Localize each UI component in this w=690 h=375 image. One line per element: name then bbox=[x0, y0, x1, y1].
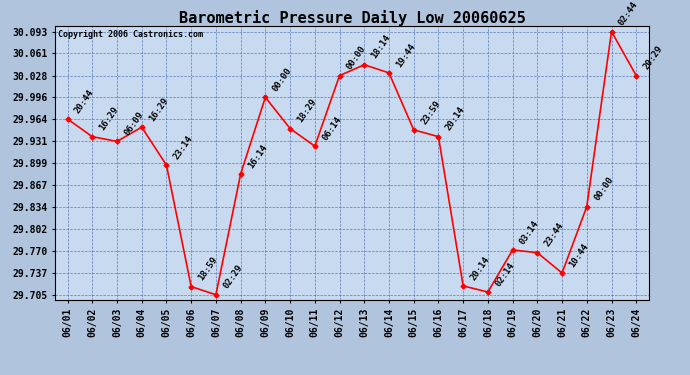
Text: 20:44: 20:44 bbox=[73, 88, 96, 115]
Text: 00:00: 00:00 bbox=[271, 66, 294, 93]
Text: 20:29: 20:29 bbox=[642, 44, 664, 72]
Text: 06:09: 06:09 bbox=[123, 110, 146, 137]
Text: 18:14: 18:14 bbox=[370, 33, 393, 61]
Text: 16:14: 16:14 bbox=[246, 142, 269, 170]
Text: 16:29: 16:29 bbox=[98, 105, 121, 132]
Text: 00:00: 00:00 bbox=[592, 175, 615, 202]
Text: 19:44: 19:44 bbox=[395, 42, 417, 69]
Text: 02:44: 02:44 bbox=[617, 0, 640, 27]
Text: 20:14: 20:14 bbox=[469, 255, 491, 282]
Text: 10:44: 10:44 bbox=[568, 242, 591, 269]
Text: 23:44: 23:44 bbox=[543, 221, 566, 249]
Title: Barometric Pressure Daily Low 20060625: Barometric Pressure Daily Low 20060625 bbox=[179, 10, 525, 26]
Text: 02:29: 02:29 bbox=[221, 263, 244, 291]
Text: Copyright 2006 Castronics.com: Copyright 2006 Castronics.com bbox=[58, 30, 203, 39]
Text: 16:29: 16:29 bbox=[147, 96, 170, 123]
Text: 20:14: 20:14 bbox=[444, 105, 466, 132]
Text: 02:14: 02:14 bbox=[493, 261, 516, 288]
Text: 18:29: 18:29 bbox=[295, 97, 318, 124]
Text: 23:14: 23:14 bbox=[172, 134, 195, 161]
Text: 00:00: 00:00 bbox=[345, 44, 368, 72]
Text: 06:14: 06:14 bbox=[320, 115, 343, 142]
Text: 23:59: 23:59 bbox=[420, 99, 442, 126]
Text: 03:14: 03:14 bbox=[518, 219, 541, 246]
Text: 18:59: 18:59 bbox=[197, 255, 219, 282]
